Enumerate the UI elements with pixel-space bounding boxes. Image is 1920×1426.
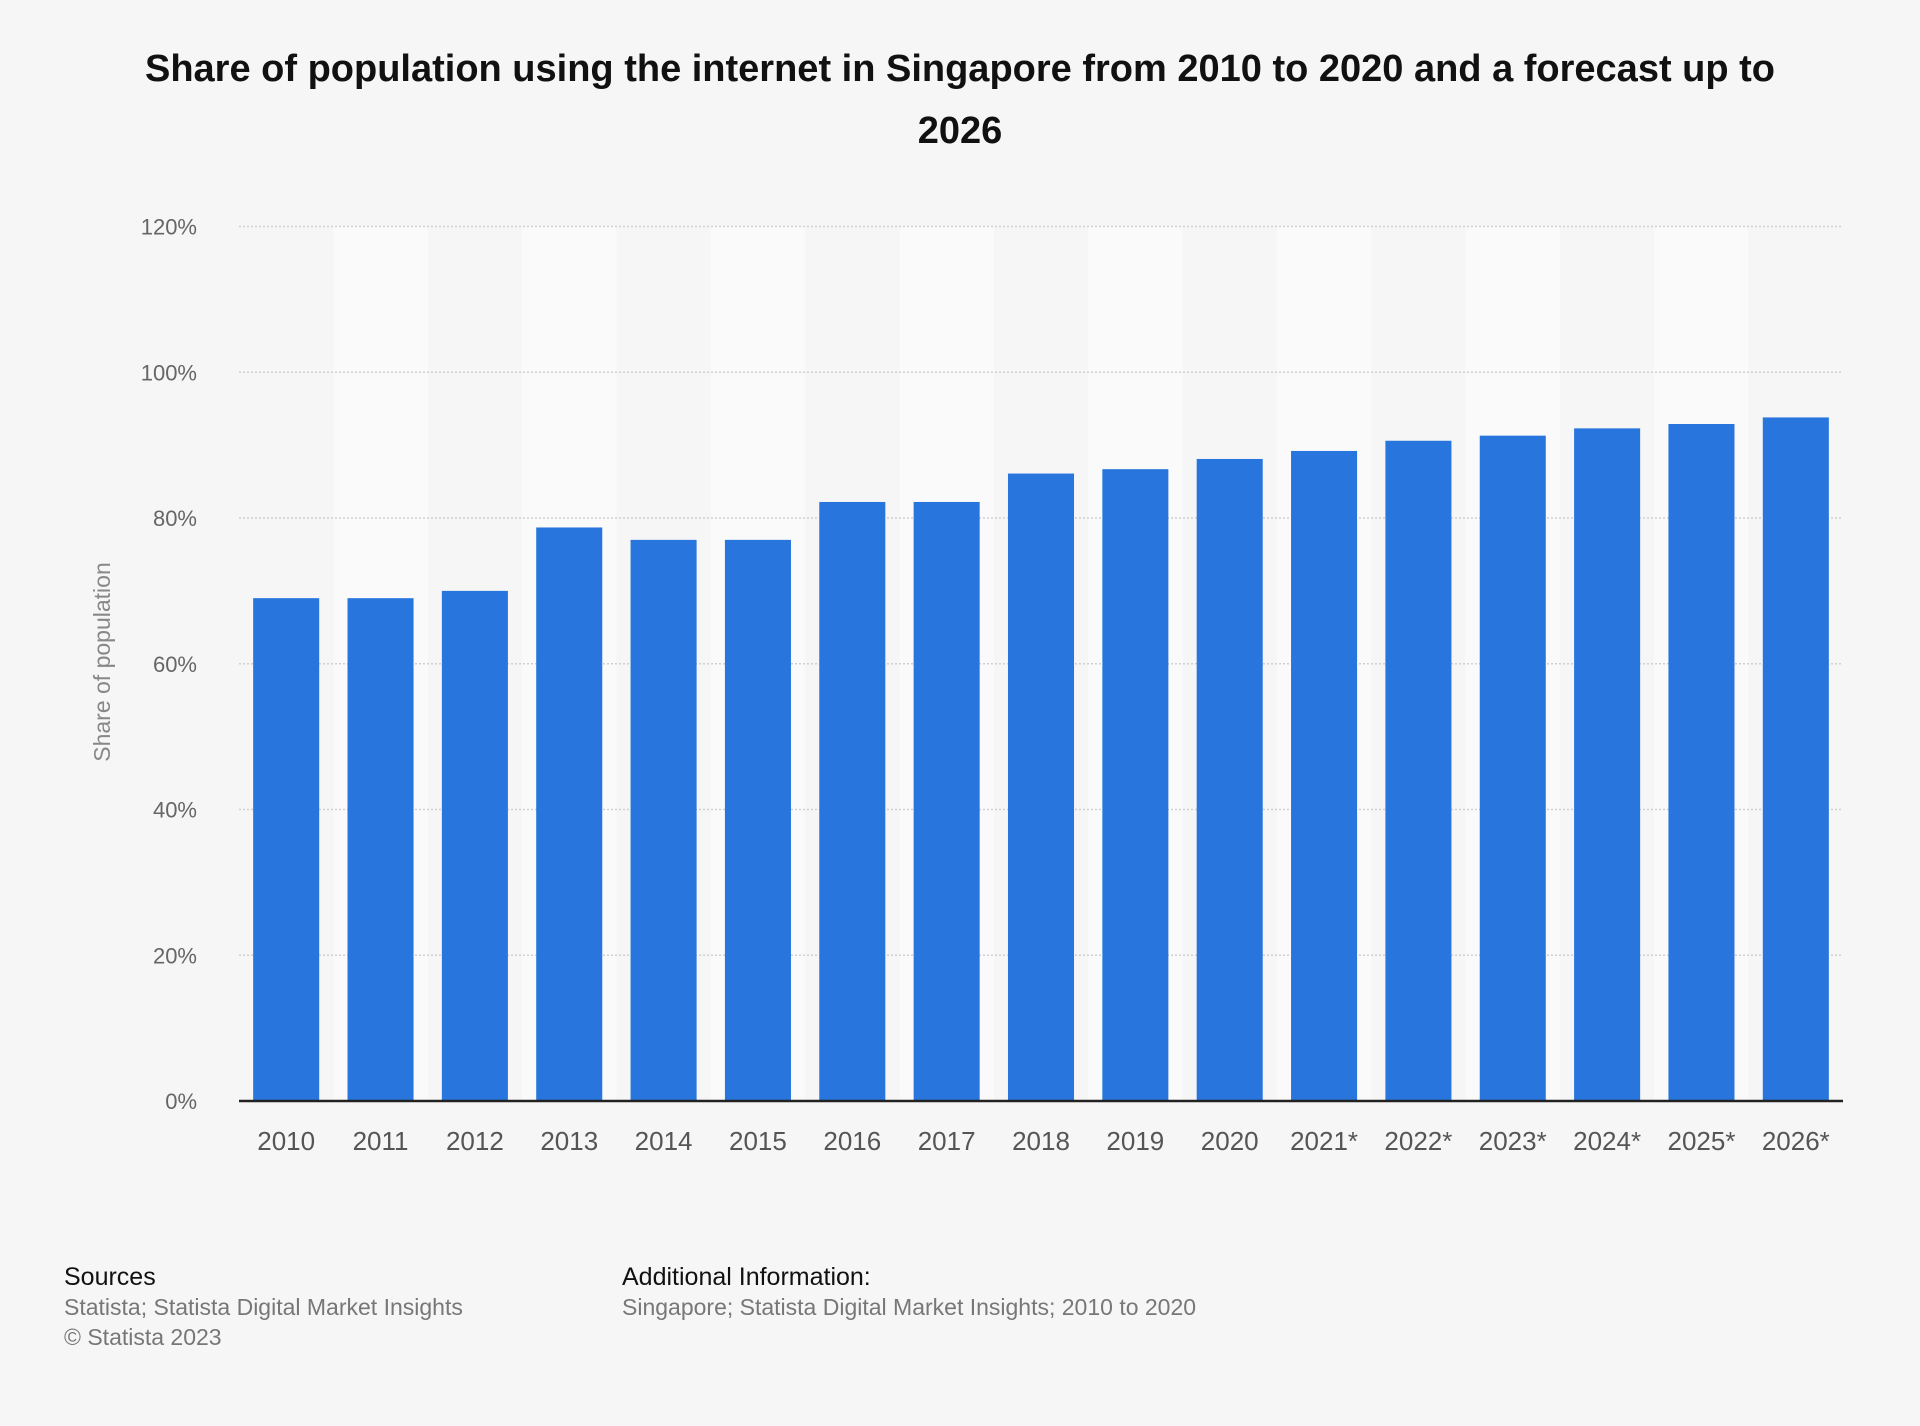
x-tick-label: 2026* <box>1762 1126 1830 1156</box>
bar[interactable] <box>630 539 697 1101</box>
x-tick-label: 2022* <box>1384 1126 1452 1156</box>
bar[interactable] <box>913 501 980 1101</box>
bar[interactable] <box>819 501 886 1101</box>
sources-heading: Sources <box>64 1263 156 1291</box>
bar[interactable] <box>1196 458 1263 1101</box>
x-tick-label: 2017 <box>918 1126 976 1156</box>
sources-text[interactable]: Statista; Statista Digital Market Insigh… <box>64 1294 463 1320</box>
additional-info-block: Additional Information: Singapore; Stati… <box>622 1262 1196 1322</box>
y-axis-label: Share of population <box>89 562 115 762</box>
x-tick-label: 2016 <box>823 1126 881 1156</box>
bar[interactable] <box>1102 469 1169 1102</box>
bar[interactable] <box>536 527 603 1101</box>
bar[interactable] <box>347 598 414 1101</box>
bar[interactable] <box>441 590 508 1101</box>
bar[interactable] <box>1385 440 1452 1101</box>
y-tick-label: 40% <box>153 798 197 823</box>
bar[interactable] <box>1668 423 1735 1102</box>
bar[interactable] <box>1479 435 1546 1101</box>
y-tick-label: 0% <box>165 1089 197 1114</box>
x-tick-label: 2018 <box>1012 1126 1070 1156</box>
x-tick-label: 2019 <box>1106 1126 1164 1156</box>
x-tick-label: 2024* <box>1573 1126 1641 1156</box>
x-tick-label: 2013 <box>540 1126 598 1156</box>
x-tick-label: 2023* <box>1479 1126 1547 1156</box>
bar[interactable] <box>724 539 791 1101</box>
x-tick-label: 2011 <box>353 1126 409 1156</box>
sources-block: Sources Statista; Statista Digital Marke… <box>64 1262 463 1352</box>
x-tick-label: 2021* <box>1290 1126 1358 1156</box>
y-tick-label: 100% <box>141 360 197 385</box>
x-tick-label: 2014 <box>635 1126 693 1156</box>
chart-title: Share of population using the internet i… <box>144 48 1776 152</box>
x-tick-label: 2012 <box>446 1126 504 1156</box>
copyright: © Statista 2023 <box>64 1324 222 1350</box>
bar[interactable] <box>1574 428 1641 1101</box>
x-tick-label: 2025* <box>1667 1126 1735 1156</box>
bar[interactable] <box>1291 450 1358 1102</box>
y-tick-label: 60% <box>153 652 197 677</box>
additional-text: Singapore; Statista Digital Market Insig… <box>622 1294 1197 1320</box>
bar[interactable] <box>253 598 320 1101</box>
y-tick-label: 20% <box>153 943 197 968</box>
x-tick-label: 2010 <box>257 1126 315 1156</box>
y-tick-label: 120% <box>141 215 197 240</box>
x-tick-label: 2020 <box>1201 1126 1259 1156</box>
bar[interactable] <box>1007 473 1075 1101</box>
y-tick-label: 80% <box>153 506 197 531</box>
bar[interactable] <box>1762 417 1829 1101</box>
x-tick-label: 2015 <box>729 1126 787 1156</box>
additional-heading: Additional Information: <box>622 1263 871 1291</box>
